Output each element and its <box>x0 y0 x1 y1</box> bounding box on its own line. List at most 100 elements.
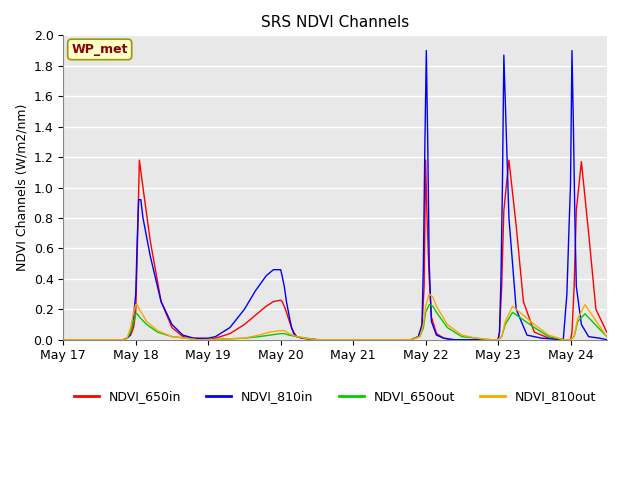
NDVI_810out <box>545 332 552 338</box>
NDVI_650out <box>120 337 127 343</box>
Title: SRS NDVI Channels: SRS NDVI Channels <box>261 15 409 30</box>
NDVI_810out <box>133 302 141 308</box>
Y-axis label: NDVI Channels (W/m2/nm): NDVI Channels (W/m2/nm) <box>15 104 28 271</box>
NDVI_810in <box>426 261 433 266</box>
NDVI_650out <box>124 336 131 341</box>
NDVI_810out <box>120 337 127 343</box>
NDVI_810out <box>130 310 138 315</box>
NDVI_810out <box>385 337 393 343</box>
NDVI_650out <box>127 329 134 335</box>
NDVI_650out <box>266 332 274 338</box>
NDVI_810out <box>559 337 567 343</box>
NDVI_650out <box>574 319 582 324</box>
NDVI_650out <box>302 336 310 341</box>
NDVI_650out <box>422 310 429 315</box>
NDVI_650out <box>444 324 451 330</box>
NDVI_810out <box>407 337 415 343</box>
NDVI_810out <box>581 302 589 308</box>
NDVI_650out <box>342 337 349 343</box>
NDVI_810out <box>574 315 582 321</box>
NDVI_810out <box>182 336 190 341</box>
NDVI_810out <box>494 337 502 343</box>
NDVI_650out <box>385 337 393 343</box>
NDVI_810out <box>241 336 248 341</box>
Line: NDVI_650out: NDVI_650out <box>63 305 607 340</box>
NDVI_810out <box>433 303 440 309</box>
NDVI_810in <box>124 336 131 341</box>
NDVI_810out <box>193 337 201 343</box>
NDVI_650out <box>566 337 574 343</box>
NDVI_810out <box>124 336 131 341</box>
NDVI_810in <box>577 322 585 327</box>
NDVI_650in <box>136 157 143 163</box>
NDVI_810out <box>509 303 516 309</box>
NDVI_650out <box>204 337 212 343</box>
NDVI_650out <box>130 319 138 324</box>
NDVI_650out <box>498 334 506 339</box>
NDVI_810in <box>60 337 67 343</box>
NDVI_810out <box>422 303 429 309</box>
NDVI_810out <box>420 322 428 327</box>
NDVI_650out <box>458 334 466 339</box>
NDVI_810out <box>349 337 357 343</box>
NDVI_650out <box>509 310 516 315</box>
NDVI_650in <box>498 284 506 289</box>
NDVI_810out <box>292 334 300 339</box>
Text: WP_met: WP_met <box>72 43 128 56</box>
NDVI_650out <box>193 337 201 343</box>
NDVI_810out <box>429 294 436 300</box>
NDVI_810out <box>603 334 611 339</box>
NDVI_810out <box>416 334 424 339</box>
NDVI_650out <box>60 337 67 343</box>
NDVI_650out <box>570 334 578 339</box>
NDVI_810out <box>266 329 274 335</box>
NDVI_650out <box>433 310 440 315</box>
NDVI_810out <box>502 319 509 324</box>
NDVI_650out <box>531 324 538 330</box>
NDVI_810out <box>426 291 433 297</box>
NDVI_810out <box>204 337 212 343</box>
NDVI_810out <box>285 331 293 336</box>
NDVI_810out <box>168 334 176 339</box>
NDVI_810out <box>458 332 466 338</box>
NDVI_650out <box>502 322 509 327</box>
NDVI_650in <box>292 334 300 339</box>
Line: NDVI_810in: NDVI_810in <box>63 50 607 340</box>
NDVI_650out <box>426 302 433 308</box>
NDVI_650out <box>136 314 143 320</box>
NDVI_810out <box>143 319 150 324</box>
NDVI_810out <box>328 337 335 343</box>
NDVI_650out <box>472 336 480 341</box>
NDVI_650out <box>349 337 357 343</box>
NDVI_650out <box>241 336 248 341</box>
NDVI_810out <box>566 337 574 343</box>
NDVI_810out <box>487 337 495 343</box>
Line: NDVI_650in: NDVI_650in <box>63 160 607 340</box>
NDVI_650out <box>328 337 335 343</box>
NDVI_810in <box>603 337 611 343</box>
NDVI_810out <box>444 322 451 327</box>
NDVI_810out <box>498 334 506 339</box>
NDVI_650in <box>328 337 335 343</box>
NDVI_650out <box>429 303 436 309</box>
NDVI_810out <box>472 336 480 341</box>
NDVI_650out <box>133 311 141 317</box>
NDVI_650out <box>292 334 300 339</box>
Legend: NDVI_650in, NDVI_810in, NDVI_650out, NDVI_810out: NDVI_650in, NDVI_810in, NDVI_650out, NDV… <box>68 385 601 408</box>
NDVI_810out <box>60 337 67 343</box>
NDVI_810out <box>154 328 161 334</box>
NDVI_650out <box>143 322 150 327</box>
NDVI_650out <box>255 334 263 339</box>
NDVI_810out <box>531 322 538 327</box>
Line: NDVI_810out: NDVI_810out <box>63 294 607 340</box>
NDVI_810in <box>500 52 508 58</box>
NDVI_810out <box>302 336 310 341</box>
NDVI_650out <box>545 334 552 339</box>
NDVI_650out <box>168 334 176 339</box>
NDVI_650out <box>559 337 567 343</box>
NDVI_810out <box>127 324 134 330</box>
NDVI_810out <box>277 328 285 334</box>
NDVI_650in <box>60 337 67 343</box>
NDVI_650out <box>603 334 611 339</box>
NDVI_810out <box>255 332 263 338</box>
